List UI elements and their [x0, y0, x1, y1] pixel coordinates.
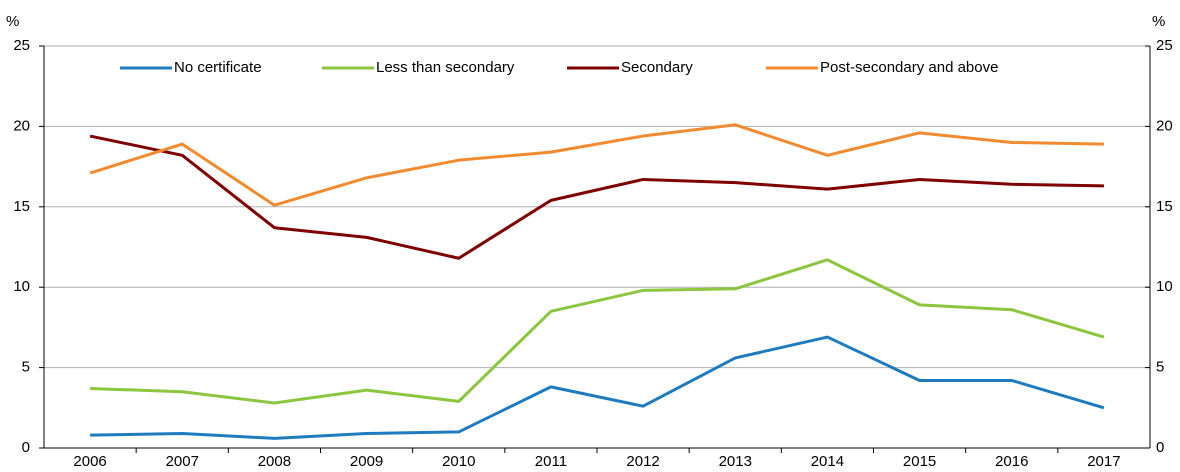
x-tick-label: 2013: [719, 453, 752, 470]
y-tick-label: 5: [22, 359, 30, 376]
series-line: [89, 134, 1104, 260]
y2-tick-label: 15: [1156, 198, 1173, 215]
x-tick-label: 2007: [166, 453, 199, 470]
y-axis-unit: %: [6, 13, 19, 30]
y2-tick-label: 5: [1156, 359, 1164, 376]
x-tick-label: 2015: [903, 453, 936, 470]
x-tick-label: 2016: [995, 453, 1028, 470]
y2-tick-label: 25: [1156, 37, 1173, 54]
y-tick-label: 10: [13, 278, 30, 295]
x-tick-label: 2006: [73, 453, 106, 470]
y2-tick-label: 10: [1156, 278, 1173, 295]
x-tick-label: 2008: [258, 453, 291, 470]
y-tick-label: 20: [13, 117, 30, 134]
x-tick-label: 2011: [535, 453, 567, 470]
y2-tick-label: 20: [1156, 117, 1173, 134]
x-tick-label: 2014: [811, 453, 844, 470]
series-line: [90, 335, 1105, 440]
y2-axis-unit: %: [1152, 13, 1165, 30]
legend-label: Secondary: [621, 59, 693, 76]
legend-label: Less than secondary: [376, 59, 515, 76]
x-tick-label: 2017: [1087, 453, 1120, 470]
y2-tick-label: 0: [1156, 439, 1164, 456]
series-line: [89, 123, 1104, 207]
y-tick-label: 15: [13, 198, 30, 215]
legend-label: Post-secondary and above: [820, 59, 998, 76]
series-line: [90, 258, 1105, 405]
y-tick-label: 25: [13, 37, 30, 54]
y-tick-label: 0: [22, 439, 30, 456]
x-tick-label: 2012: [626, 453, 659, 470]
x-tick-label: 2009: [350, 453, 383, 470]
x-tick-label: 2010: [442, 453, 475, 470]
legend-label: No certificate: [174, 59, 262, 76]
